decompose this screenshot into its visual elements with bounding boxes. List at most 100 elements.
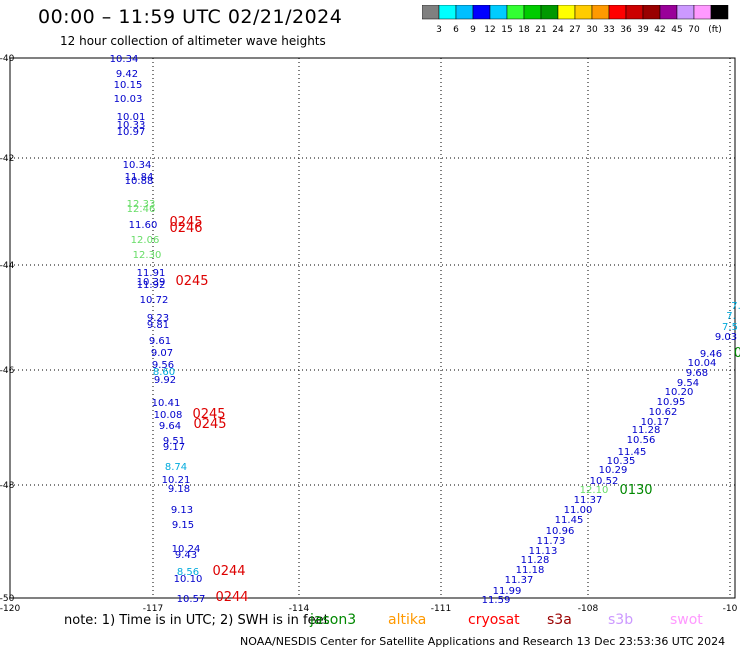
swh-value-label: 9.64 [159, 421, 181, 432]
swh-value-label: 12.10 [580, 485, 609, 496]
swh-value-label: 11.45 [618, 447, 647, 458]
satellite-s3b: s3b [608, 612, 634, 628]
swh-value-label: 10.17 [641, 417, 670, 428]
swh-value-label: 11.73 [537, 536, 566, 547]
color-scale-label: 36 [620, 25, 632, 35]
color-scale-label: 18 [518, 25, 530, 35]
latitude-label: -48 [0, 481, 15, 491]
latitude-label: -46 [0, 366, 15, 376]
latitude-label: -44 [0, 261, 15, 271]
color-scale-label: 3 [436, 25, 442, 35]
swh-value-label: 10.08 [154, 410, 183, 421]
satellite-swot: swot [670, 612, 703, 628]
color-swatch [710, 5, 729, 20]
swh-value-label: 10.95 [657, 397, 686, 408]
time-label: 0245 [192, 407, 225, 422]
swh-value-label: 10.34 [110, 54, 139, 65]
swh-value-label: 9.03 [715, 332, 737, 343]
swh-value-label: 10.56 [627, 435, 656, 446]
swh-value-label: 9.07 [151, 348, 173, 359]
swh-value-label: 11.84 [125, 172, 154, 183]
swh-value-label: 10.34 [123, 160, 152, 171]
color-scale-label: 6 [453, 25, 459, 35]
color-scale-label: 27 [569, 25, 580, 35]
swh-value-label: 10.88 [125, 176, 154, 187]
plot-frame [9, 57, 736, 599]
time-label: 0246 [169, 221, 202, 236]
swh-value-label: 10.52 [590, 476, 619, 487]
swh-value-label: 9.61 [149, 336, 171, 347]
swh-value-label: 11.45 [555, 515, 584, 526]
page-subtitle: 12 hour collection of altimeter wave hei… [60, 34, 326, 48]
color-scale-label: 30 [586, 25, 598, 35]
swh-value-label: 10.57 [177, 594, 206, 605]
swh-value-label: 10.20 [665, 387, 694, 398]
swh-value-label: 7.5 [722, 322, 738, 333]
swh-value-label: 10.04 [688, 358, 717, 369]
swh-value-label: 10.01 [117, 112, 146, 123]
swh-value-label: 9.43 [175, 550, 197, 561]
swh-value-label: 11.37 [574, 495, 603, 506]
time-label: 0245 [193, 417, 226, 432]
swh-value-label: 9.81 [147, 320, 169, 331]
swh-value-label: 11.18 [516, 565, 545, 576]
note-text: note: 1) Time is in UTC; 2) SWH is in fe… [64, 613, 329, 628]
swh-value-label: 11.60 [129, 220, 158, 231]
swh-value-label: 10.29 [599, 465, 628, 476]
swh-value-label: 9.51 [163, 436, 185, 447]
swh-value-label: 10.96 [546, 526, 575, 537]
swh-value-label: 12.06 [131, 235, 160, 246]
swh-value-label: 10.97 [117, 127, 146, 138]
swh-value-label: 11.13 [529, 546, 558, 557]
swh-value-label: 8.74 [165, 462, 187, 473]
color-legend: 3 6 9 12 15 18 21 24 27 30 33 36 39 42 45 70 (ft) [422, 5, 729, 35]
swh-value-label: 11.91 [137, 268, 166, 279]
swh-value-label: 11.37 [505, 575, 534, 586]
swh-value-label: 11.28 [632, 425, 661, 436]
color-scale-label: 21 [535, 25, 546, 35]
time-label: 0245 [169, 215, 202, 230]
color-scale-label: 70 [688, 25, 700, 35]
time-label: 0245 [175, 274, 208, 289]
longitude-label: -117 [143, 604, 163, 614]
latitude-label: -42 [0, 154, 14, 164]
swh-value-label: 9.15 [172, 520, 194, 531]
longitude-label: -114 [289, 604, 310, 614]
swh-value-label: 8.60 [153, 367, 175, 378]
latitude-label: -40 [0, 54, 15, 64]
swh-value-label: 10.72 [140, 295, 169, 306]
swh-value-label: 12.46 [127, 204, 156, 215]
longitude-label: -111 [431, 604, 451, 614]
swh-value-label: 11.28 [521, 555, 550, 566]
swh-value-label: 7. [726, 311, 736, 322]
latitude-label: -50 [0, 594, 15, 604]
color-scale-label: 39 [637, 25, 649, 35]
swh-value-label: 12.30 [133, 250, 162, 261]
swh-value-label: 9.42 [116, 69, 138, 80]
swh-value-label: 9.68 [686, 368, 708, 379]
swh-value-label: 10.21 [162, 475, 191, 486]
swh-value-label: 11.00 [564, 505, 593, 516]
swh-value-label: 9.17 [163, 442, 185, 453]
swh-value-label: 10.10 [174, 574, 203, 585]
time-label: 0 [734, 346, 740, 361]
swh-value-label: 8.56 [177, 567, 199, 578]
swh-value-label: 10.33 [117, 120, 146, 131]
longitude-label: -10 [723, 604, 738, 614]
time-label: 0244 [215, 590, 248, 605]
page-title: 00:00 – 11:59 UTC 02/21/2024 [38, 6, 343, 28]
satellite-cryosat: cryosat [468, 612, 520, 628]
satellite-altika: altika [388, 612, 427, 628]
swh-value-label: 11.59 [482, 595, 511, 606]
swh-value-label: 10.62 [649, 407, 678, 418]
satellite-s3a: s3a [547, 612, 572, 628]
swh-value-label: 9.54 [677, 378, 699, 389]
time-label: 0130 [619, 483, 652, 498]
swh-value-label: 9.23 [147, 313, 169, 324]
color-scale-label: 9 [470, 25, 476, 35]
color-scale-label: 24 [552, 25, 564, 35]
satellite-jason3: jason3 [310, 612, 357, 628]
swh-value-label: 12.33 [127, 199, 156, 210]
swh-value-label: 10.15 [114, 80, 143, 91]
